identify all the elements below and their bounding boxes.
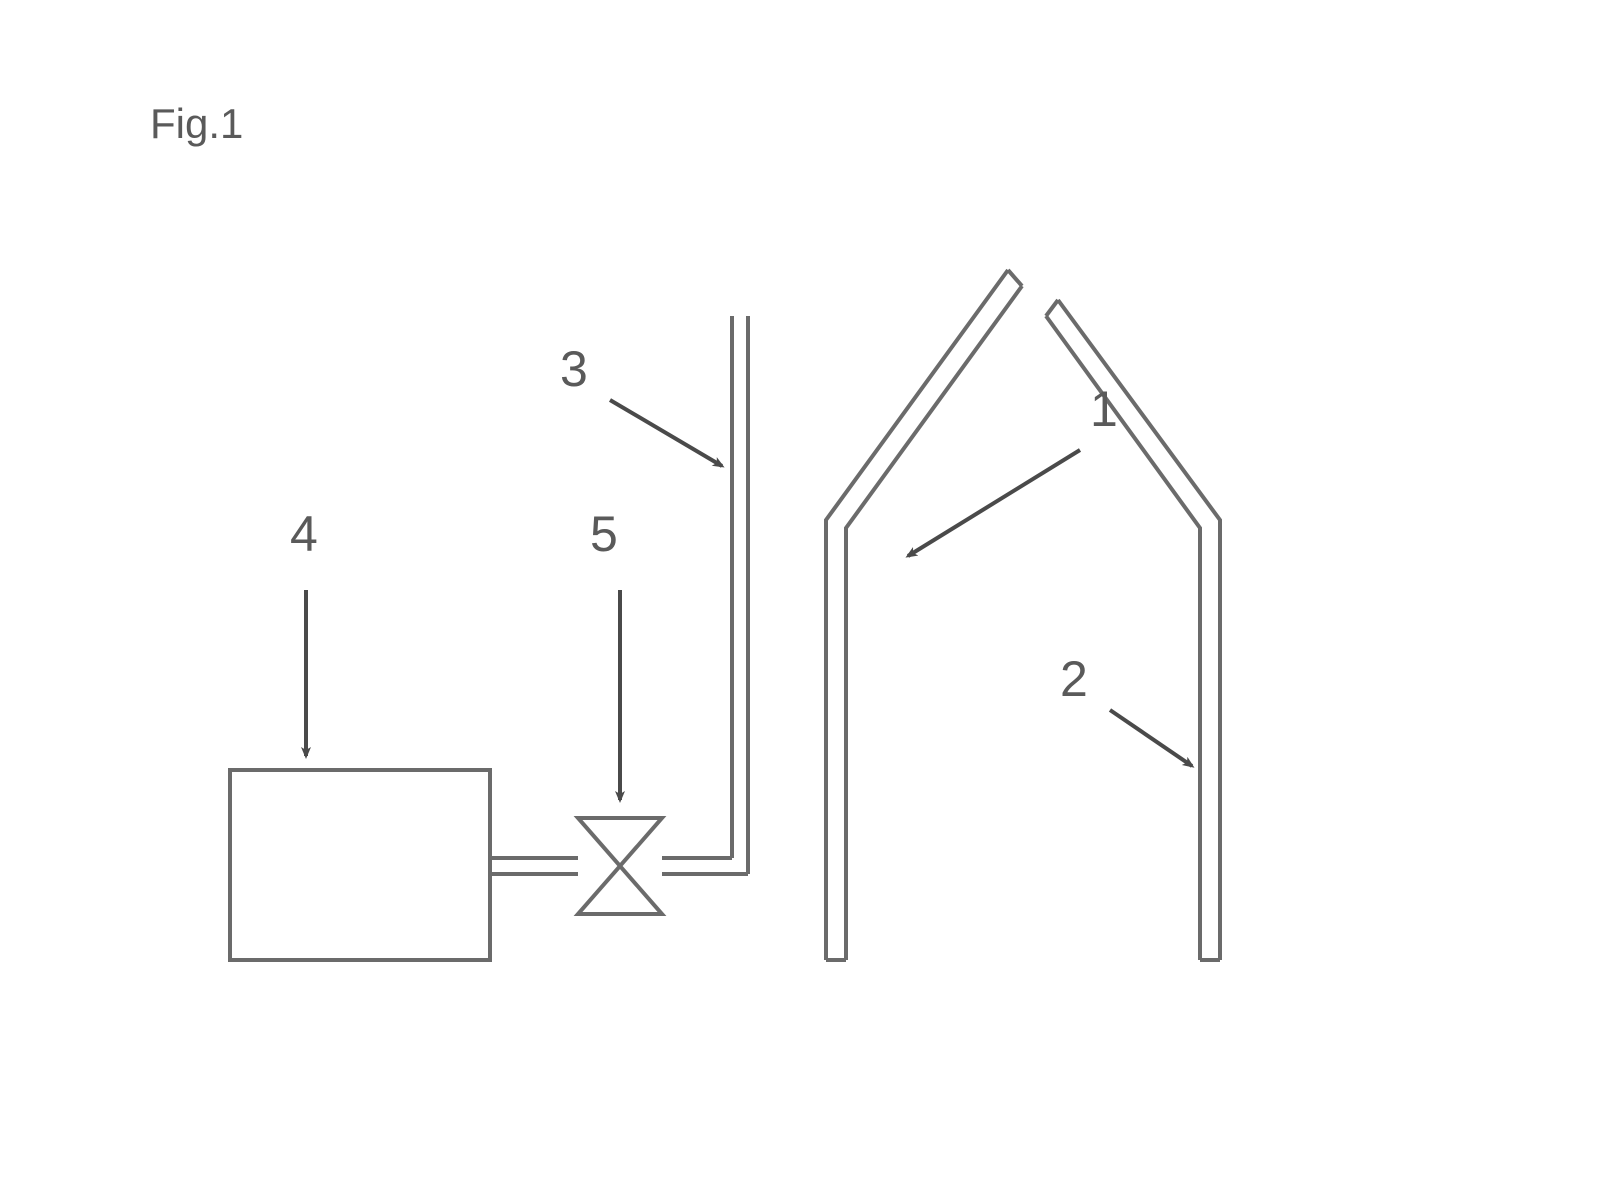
arrow-1 — [908, 450, 1080, 556]
label-1: 1 — [1090, 380, 1118, 438]
arrow-2 — [1110, 710, 1192, 766]
pipe-horizontal-right — [662, 858, 748, 874]
valve-icon — [578, 818, 662, 914]
pipe-vertical — [732, 316, 748, 874]
arrow-3 — [610, 400, 722, 466]
left-panel — [826, 270, 1022, 960]
box-component — [230, 770, 490, 960]
schematic-diagram — [0, 0, 1618, 1184]
right-panel — [1046, 300, 1220, 960]
label-5: 5 — [590, 505, 618, 563]
label-4: 4 — [290, 505, 318, 563]
label-3: 3 — [560, 340, 588, 398]
label-2: 2 — [1060, 650, 1088, 708]
pipe-horizontal-left — [490, 858, 578, 874]
